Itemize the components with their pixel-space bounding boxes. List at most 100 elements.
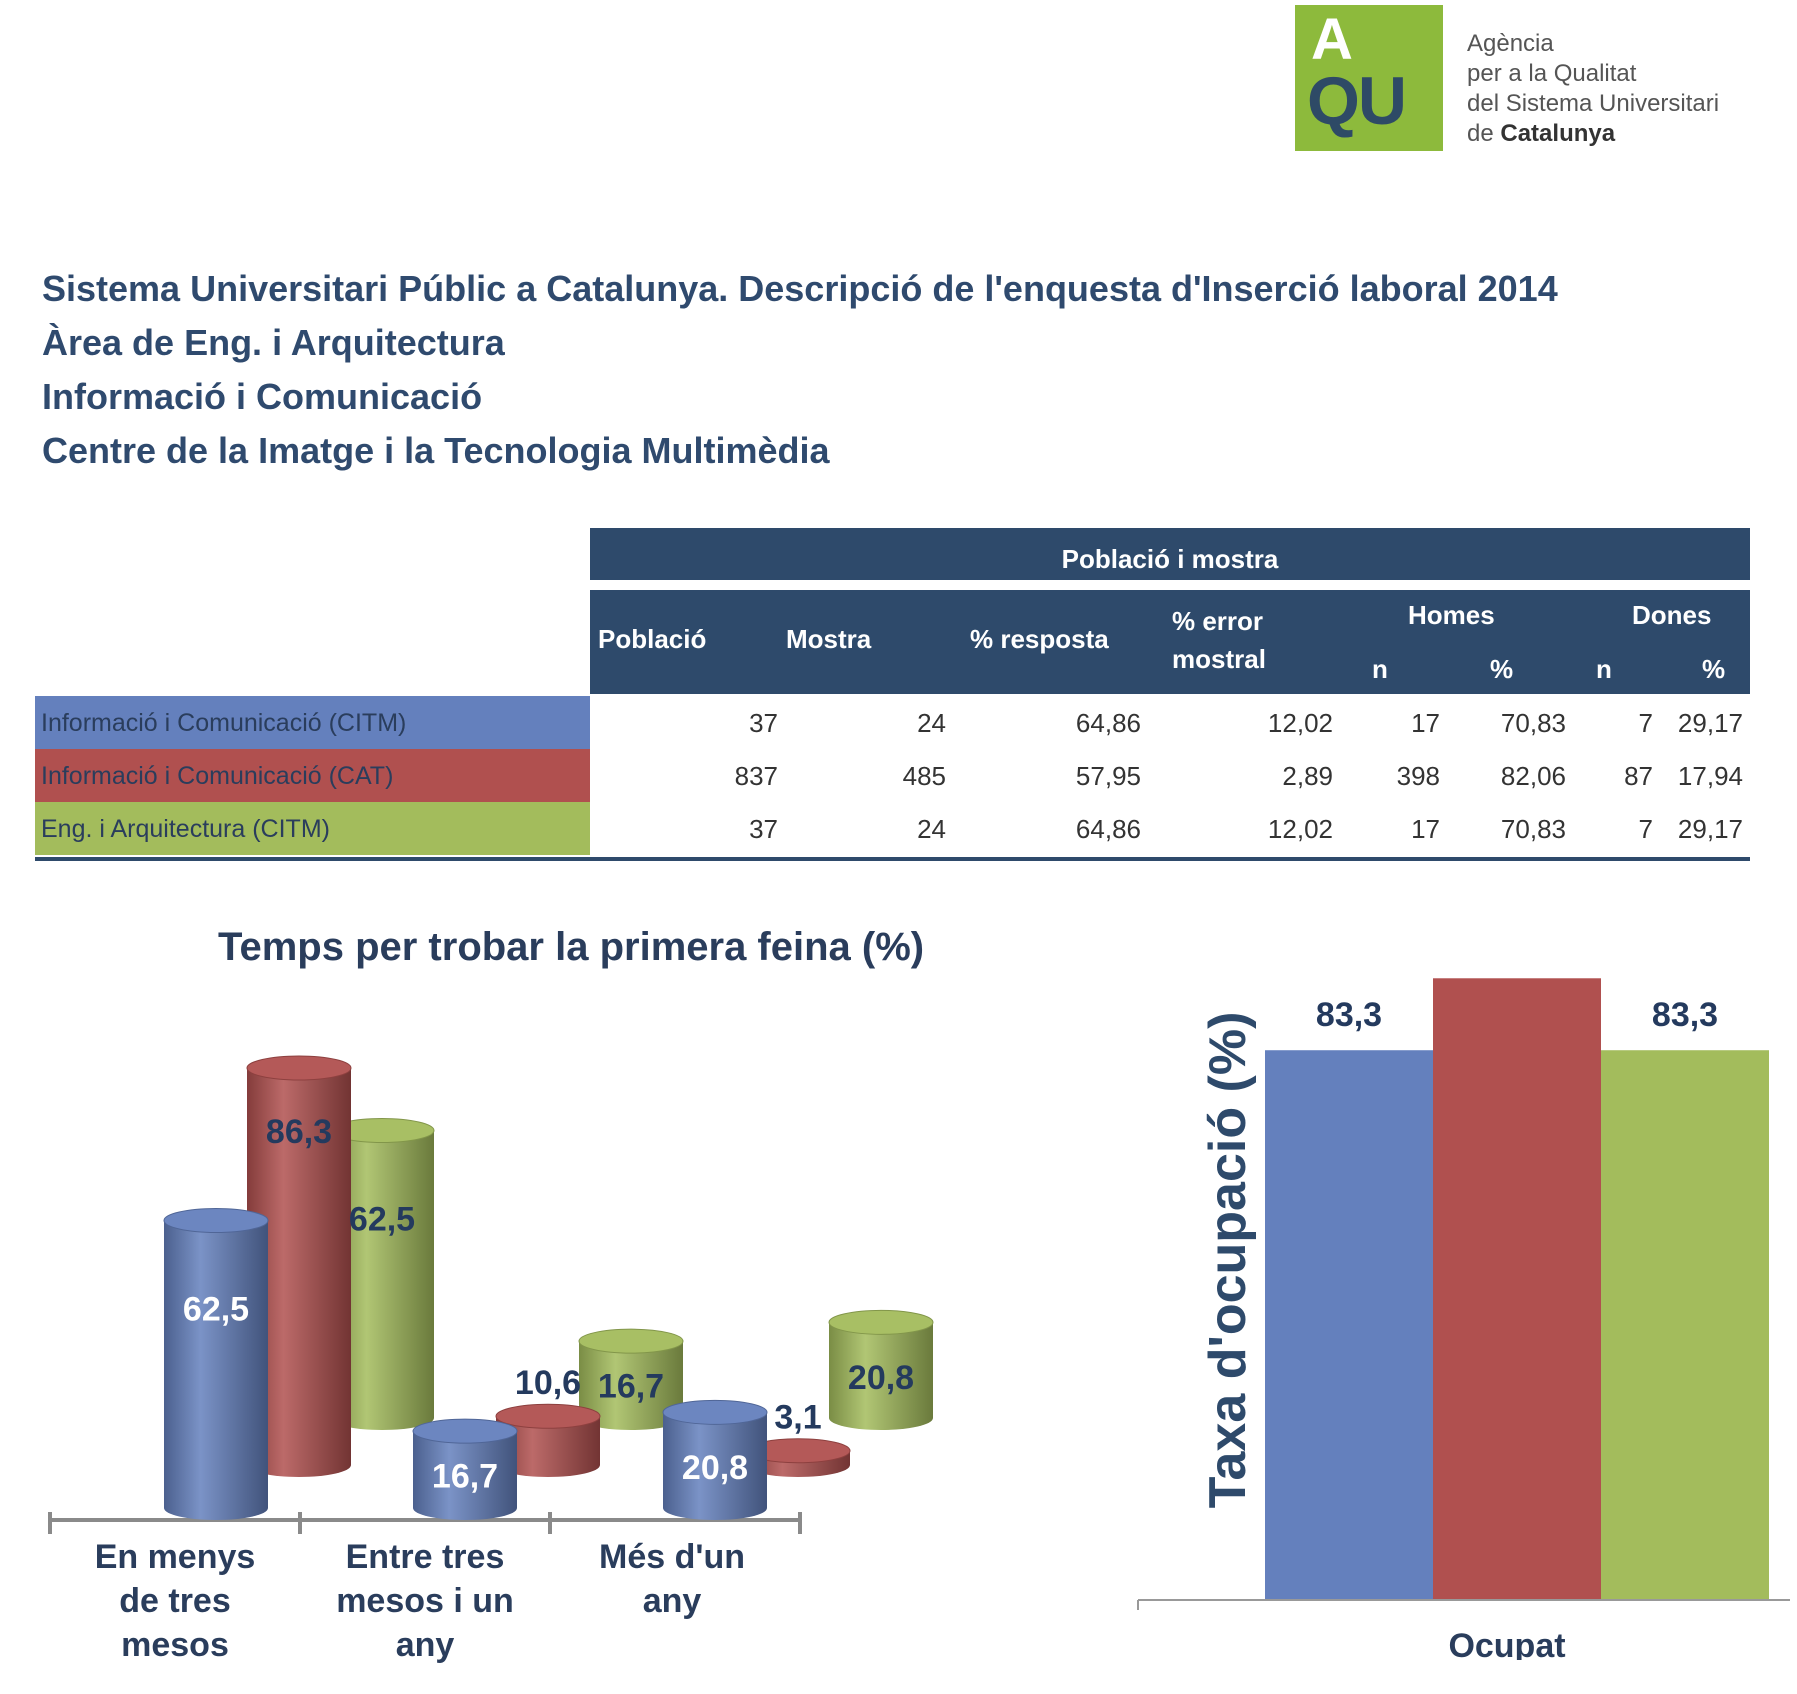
cell-resposta: 64,86 [1075, 814, 1141, 844]
data-label: 16,7 [432, 1457, 498, 1495]
bar [745, 1438, 851, 1477]
logo-line-prefix: de [1467, 120, 1501, 147]
col-dones-pct: % [1702, 654, 1726, 684]
bar-top [662, 1399, 768, 1425]
cell-resposta: 64,86 [1075, 708, 1141, 738]
x-tick-label-line: Més d'un [599, 1538, 745, 1576]
area-subtitle: Àrea de Eng. i Arquitectura [42, 322, 505, 363]
logo-mark-bottom: QU [1307, 63, 1407, 139]
row-label: Eng. i Arquitectura (CITM) [35, 802, 590, 855]
row-label: Informació i Comunicació (CITM) [35, 696, 590, 749]
bar-body [330, 1130, 434, 1430]
data-label: 83,3 [1652, 996, 1718, 1034]
x-tick-label-line: mesos [121, 1626, 229, 1664]
x-tick-label: En menys de tres mesos [65, 1535, 285, 1667]
cell-resposta: 57,95 [1075, 761, 1141, 791]
x-tick-label: Ocupat [1448, 1627, 1565, 1660]
cell-poblacio: 37 [749, 708, 778, 738]
bar-top [495, 1403, 601, 1429]
x-tick-label-line: mesos i un [336, 1582, 514, 1620]
aqu-logo: A QU Agència per a la Qualitat del Siste… [1295, 5, 1785, 155]
centre-subtitle: Centre de la Imatge i la Tecnologia Mult… [42, 430, 830, 471]
logo-mark: A QU [1295, 5, 1443, 151]
report-titles: Sistema Universitari Públic a Catalunya.… [42, 262, 1558, 478]
logo-mark-top: A [1311, 7, 1353, 72]
data-label: 94,2 [1484, 960, 1550, 962]
field-subtitle: Informació i Comunicació [42, 376, 483, 417]
table-bottom-rule [35, 857, 1750, 861]
logo-line: del Sistema Universitari [1467, 90, 1720, 117]
bar [246, 1055, 352, 1477]
bar [163, 1208, 269, 1520]
bar [578, 1328, 684, 1430]
col-error-line1: % error [1172, 606, 1264, 636]
cell-homes-n: 17 [1411, 814, 1440, 844]
table-column-headers: Població Mostra % resposta % error mostr… [590, 590, 1750, 694]
logo-wordmark: Agència per a la Qualitat del Sistema Un… [1467, 29, 1719, 149]
cell-homes-pct: 70,83 [1500, 814, 1566, 844]
x-tick-label-line: any [642, 1582, 702, 1620]
bar-top [578, 1328, 684, 1354]
bar-top [163, 1208, 269, 1233]
col-dones-n: n [1596, 654, 1612, 684]
bar [329, 1118, 435, 1430]
cell-mostra: 24 [917, 708, 946, 738]
bar-body [829, 1322, 933, 1430]
col-mostra: Mostra [786, 624, 872, 654]
data-label: 20,8 [848, 1359, 914, 1397]
x-tick-label-line: Entre tres [345, 1538, 505, 1576]
logo-line: per a la Qualitat [1467, 60, 1637, 87]
bar-body [413, 1431, 517, 1520]
data-label: 3,1 [774, 1399, 821, 1437]
cell-error: 12,02 [1267, 708, 1333, 738]
bar-body [579, 1341, 683, 1430]
table-header: Població i mostra [590, 528, 1750, 580]
row-label: Informació i Comunicació (CAT) [35, 749, 590, 802]
x-tick-label: Entre tres mesos i un any [315, 1535, 535, 1667]
cell-error: 12,02 [1267, 814, 1333, 844]
cell-dones-pct: 17,94 [1677, 761, 1743, 791]
x-tick-label-line: any [395, 1626, 455, 1664]
employment-rate-chart: 83,3 94,2 83,3 Taxa d'ocupació (%) Ocupat [1137, 960, 1790, 1660]
cell-homes-n: 398 [1396, 761, 1440, 791]
bar-body [164, 1220, 268, 1520]
logo-line-bold: Catalunya [1500, 120, 1616, 147]
data-label: 10,6 [515, 1364, 581, 1402]
bar-body [496, 1416, 600, 1477]
bar-body [663, 1412, 767, 1520]
data-label: 62,5 [349, 1201, 415, 1239]
col-poblacio: Població [598, 624, 707, 654]
col-homes-pct: % [1490, 654, 1514, 684]
col-error-line2: mostral [1172, 644, 1266, 674]
x-tick-label-line: En menys [94, 1538, 256, 1576]
data-label: 83,3 [1316, 996, 1382, 1034]
cell-homes-n: 17 [1411, 708, 1440, 738]
cell-error: 2,89 [1282, 761, 1333, 791]
data-label: 16,7 [598, 1367, 664, 1405]
cell-mostra: 24 [917, 814, 946, 844]
data-label: 20,8 [682, 1449, 748, 1487]
col-homes: Homes [1408, 600, 1495, 630]
bar-body [247, 1068, 351, 1477]
bar [1433, 978, 1601, 1600]
cell-dones-n: 7 [1638, 708, 1653, 738]
page-title: Sistema Universitari Públic a Catalunya.… [42, 268, 1558, 309]
logo-line: Agència [1467, 30, 1554, 57]
cell-homes-pct: 70,83 [1500, 708, 1566, 738]
bar [412, 1418, 518, 1520]
bar [1265, 1050, 1433, 1600]
x-tick-label: Més d'un any [562, 1535, 782, 1623]
data-label: 86,3 [266, 1113, 332, 1151]
chart-title: Temps per trobar la primera feina (%) [218, 925, 925, 969]
col-dones: Dones [1632, 600, 1712, 630]
table-row: Informació i Comunicació (CITM) 37 24 64… [35, 696, 1750, 749]
bar-top [412, 1418, 518, 1444]
cell-dones-pct: 29,17 [1677, 708, 1743, 738]
cell-mostra: 485 [902, 761, 946, 791]
logo-line: de Catalunya [1467, 119, 1719, 149]
table-row: Eng. i Arquitectura (CITM) 37 24 64,86 1… [35, 802, 1750, 855]
cell-poblacio: 837 [734, 761, 778, 791]
y-axis-label: Taxa d'ocupació (%) [1199, 1012, 1257, 1509]
cell-homes-pct: 82,06 [1500, 761, 1566, 791]
bar-top [828, 1309, 934, 1335]
